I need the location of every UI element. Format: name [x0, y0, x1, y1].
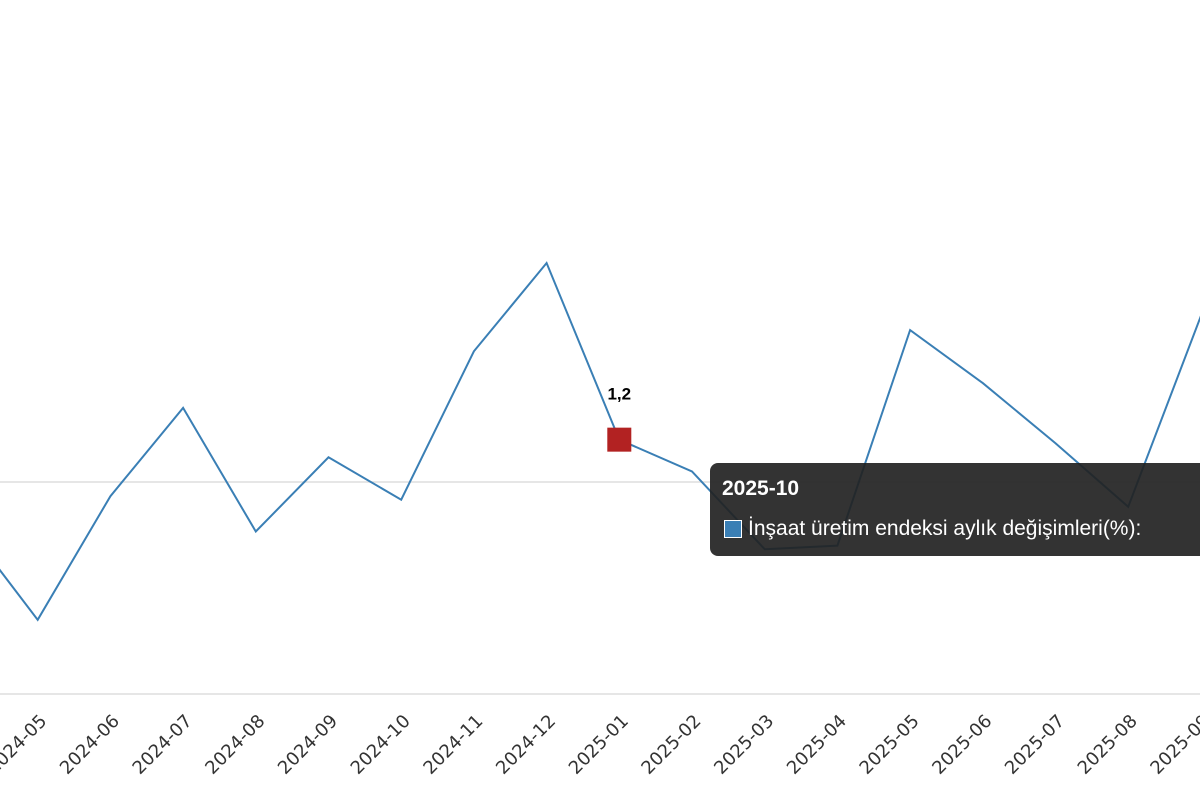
- x-tick-label: 2024-09: [274, 711, 342, 779]
- tooltip-series-label: İnşaat üretim endeksi aylık değişimleri(…: [748, 517, 1142, 540]
- x-tick-label: 2025-06: [928, 711, 996, 779]
- x-tick-label: 2025-07: [1001, 711, 1069, 779]
- tooltip: 2025-10 İnşaat üretim endeksi aylık deği…: [710, 463, 1200, 556]
- x-axis: 2024-05 2024-06 2024-07 2024-08 2024-09 2024-…: [0, 711, 1200, 779]
- x-tick-label: 2025-01: [565, 711, 633, 779]
- x-tick-label: 2024-12: [492, 711, 560, 779]
- x-tick-label: 2024-11: [419, 711, 487, 779]
- x-tick-label: 2025-03: [710, 711, 778, 779]
- marker-layer: 1,2: [607, 385, 632, 452]
- x-tick-label: 2024-05: [0, 711, 51, 779]
- highlighted-marker[interactable]: [607, 427, 632, 452]
- x-tick-label: 2024-07: [129, 711, 197, 779]
- x-tick-label: 2024-06: [56, 711, 124, 779]
- x-tick-label: 2025-08: [1074, 711, 1142, 779]
- x-tick-label: 2025-02: [637, 711, 705, 779]
- x-tick-label: 2024-08: [201, 711, 269, 779]
- data-label: 1,2: [607, 385, 631, 404]
- series-swatch: [724, 520, 742, 538]
- tooltip-row: İnşaat üretim endeksi aylık değişimleri(…: [724, 517, 1141, 541]
- tooltip-title: 2025-10: [722, 477, 800, 500]
- x-tick-label: 2024-10: [347, 711, 415, 779]
- x-tick-label: 2025-09: [1146, 711, 1200, 779]
- x-tick-label: 2025-05: [856, 711, 924, 779]
- series-layer: [0, 261, 1200, 622]
- x-tick-label: 2025-04: [783, 711, 851, 779]
- series-line: [0, 261, 1200, 622]
